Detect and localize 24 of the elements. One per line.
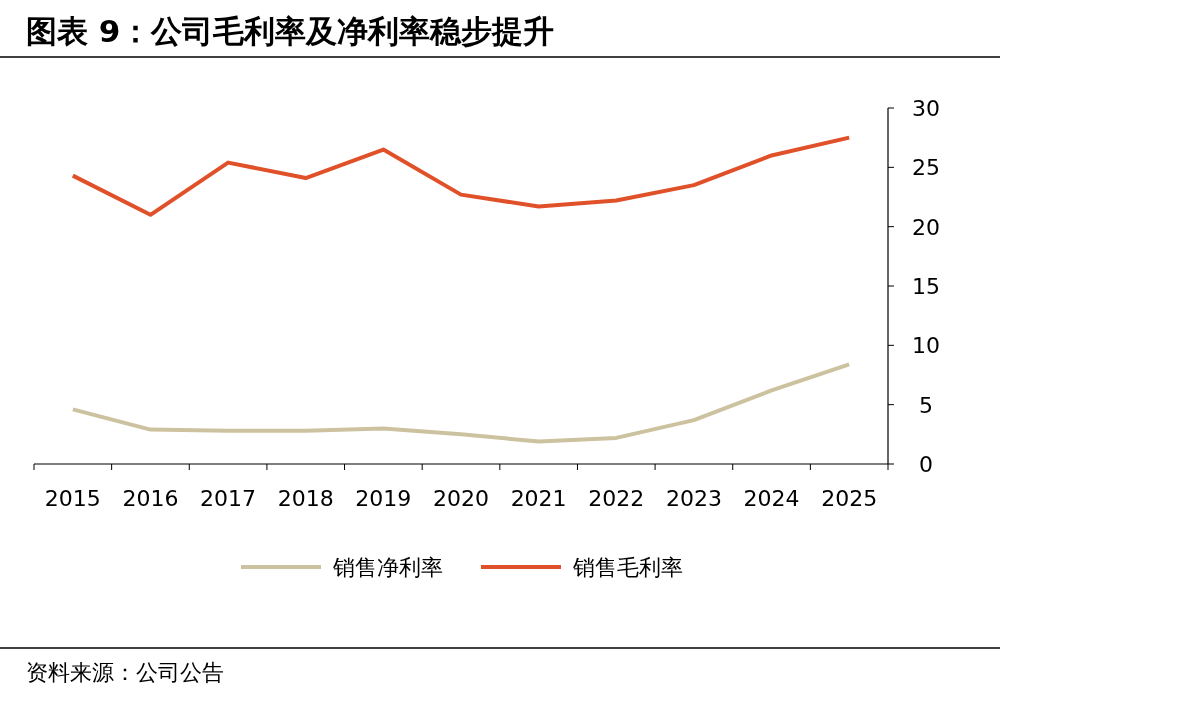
- y-tick-label: 15: [912, 274, 940, 299]
- x-tick-label: 2020: [433, 486, 489, 511]
- y-tick-label: 20: [912, 214, 940, 240]
- x-tick-label: 2019: [355, 486, 412, 511]
- legend-item: 销售毛利率: [481, 555, 683, 580]
- legend-label: 销售净利率: [332, 555, 443, 580]
- y-tick-label: 0: [919, 452, 933, 477]
- legend-label: 销售毛利率: [572, 555, 683, 580]
- text: 资料来源：公司公告: [26, 660, 224, 685]
- x-tick-label: 2015: [44, 486, 101, 511]
- y-tick-label: 5: [919, 392, 933, 418]
- x-tick-label: 2021: [510, 486, 567, 511]
- x-tick-label: 2022: [588, 486, 645, 511]
- x-tick-label: 2024: [743, 486, 800, 511]
- x-tick-label: 2018: [277, 486, 334, 511]
- legend-item: 销售净利率: [241, 555, 443, 580]
- y-tick-label: 25: [912, 155, 940, 181]
- x-tick-label: 2025: [821, 486, 878, 511]
- chart-title: 图表 9：公司毛利率及净利率稳步提升: [26, 13, 555, 49]
- y-tick-label: 30: [912, 96, 940, 121]
- y-tick-label: 10: [912, 333, 940, 359]
- x-tick-label: 2023: [665, 486, 722, 511]
- x-tick-label: 2017: [200, 486, 257, 511]
- x-tick-label: 2016: [122, 486, 179, 511]
